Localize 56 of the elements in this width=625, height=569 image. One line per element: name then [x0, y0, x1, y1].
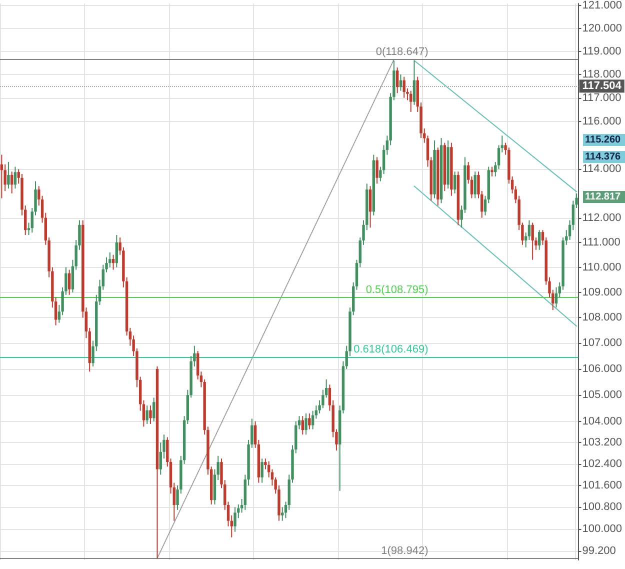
y-tick-label: 99.200 — [582, 545, 616, 558]
candlestick — [146, 405, 148, 424]
candlestick — [490, 166, 494, 177]
ref-line-label: 0.5(108.795) — [366, 284, 428, 296]
candlestick — [538, 230, 541, 250]
text: 112.817 — [585, 192, 622, 202]
y-tick-label: 110.000 — [582, 261, 622, 274]
candlestick — [308, 412, 311, 430]
y-tick-label: 106.000 — [582, 363, 622, 376]
candlestick — [474, 171, 476, 199]
candlestick — [376, 156, 378, 184]
y-tick-label: 112.000 — [582, 212, 622, 224]
y-tick-label: 105.000 — [582, 389, 622, 402]
candlestick — [10, 171, 14, 194]
y-tick-label: 102.400 — [582, 458, 622, 470]
candlestick — [14, 166, 17, 190]
candlestick — [7, 161, 10, 190]
candlestick — [112, 254, 115, 270]
candlestick — [554, 286, 558, 308]
candlestick — [531, 222, 534, 260]
y-tick-label: 103.200 — [582, 436, 622, 449]
y-tick-label: 116.000 — [582, 115, 622, 128]
candlestick — [301, 416, 304, 436]
y-tick-label: 108.000 — [582, 312, 622, 324]
y-tick-label: 121.000 — [582, 0, 622, 12]
candlestick — [453, 171, 456, 194]
candlestick — [412, 60, 416, 106]
y-tick-label: 100.000 — [582, 523, 622, 536]
y-tick-label: 117.000 — [582, 92, 622, 104]
y-tick-label: 114.000 — [582, 163, 622, 176]
ref-line-label: 117.504 — [582, 80, 622, 92]
ref-line-label: 1(98.942) — [381, 544, 428, 557]
candlestick — [368, 186, 372, 228]
y-tick-label: 109.000 — [582, 286, 622, 298]
candlestick — [304, 412, 308, 436]
candlestick — [149, 405, 152, 424]
text: 114.376 — [585, 152, 622, 162]
y-tick-label: 111.000 — [582, 236, 620, 248]
candlestick — [152, 397, 156, 422]
candlestick — [234, 506, 236, 532]
ref-line-label: 0.618(106.469) — [354, 343, 428, 356]
y-tick-label: 118.000 — [582, 68, 622, 80]
candlestick — [396, 66, 399, 94]
candlestick — [402, 76, 406, 98]
y-tick-label: 101.600 — [582, 479, 622, 492]
y-tick-label: 100.800 — [582, 501, 622, 514]
candlestick — [68, 269, 71, 296]
y-tick-label: 120.000 — [582, 22, 622, 34]
y-tick-label: 104.000 — [582, 415, 622, 428]
ref-line-label: 0(118.647) — [376, 46, 428, 58]
text: 115.260 — [585, 134, 622, 146]
y-tick-label: 107.000 — [582, 337, 622, 350]
candlestick — [115, 234, 118, 268]
candlestick — [410, 90, 412, 112]
y-tick-label: 119.000 — [582, 45, 622, 58]
candlestick — [260, 458, 264, 484]
